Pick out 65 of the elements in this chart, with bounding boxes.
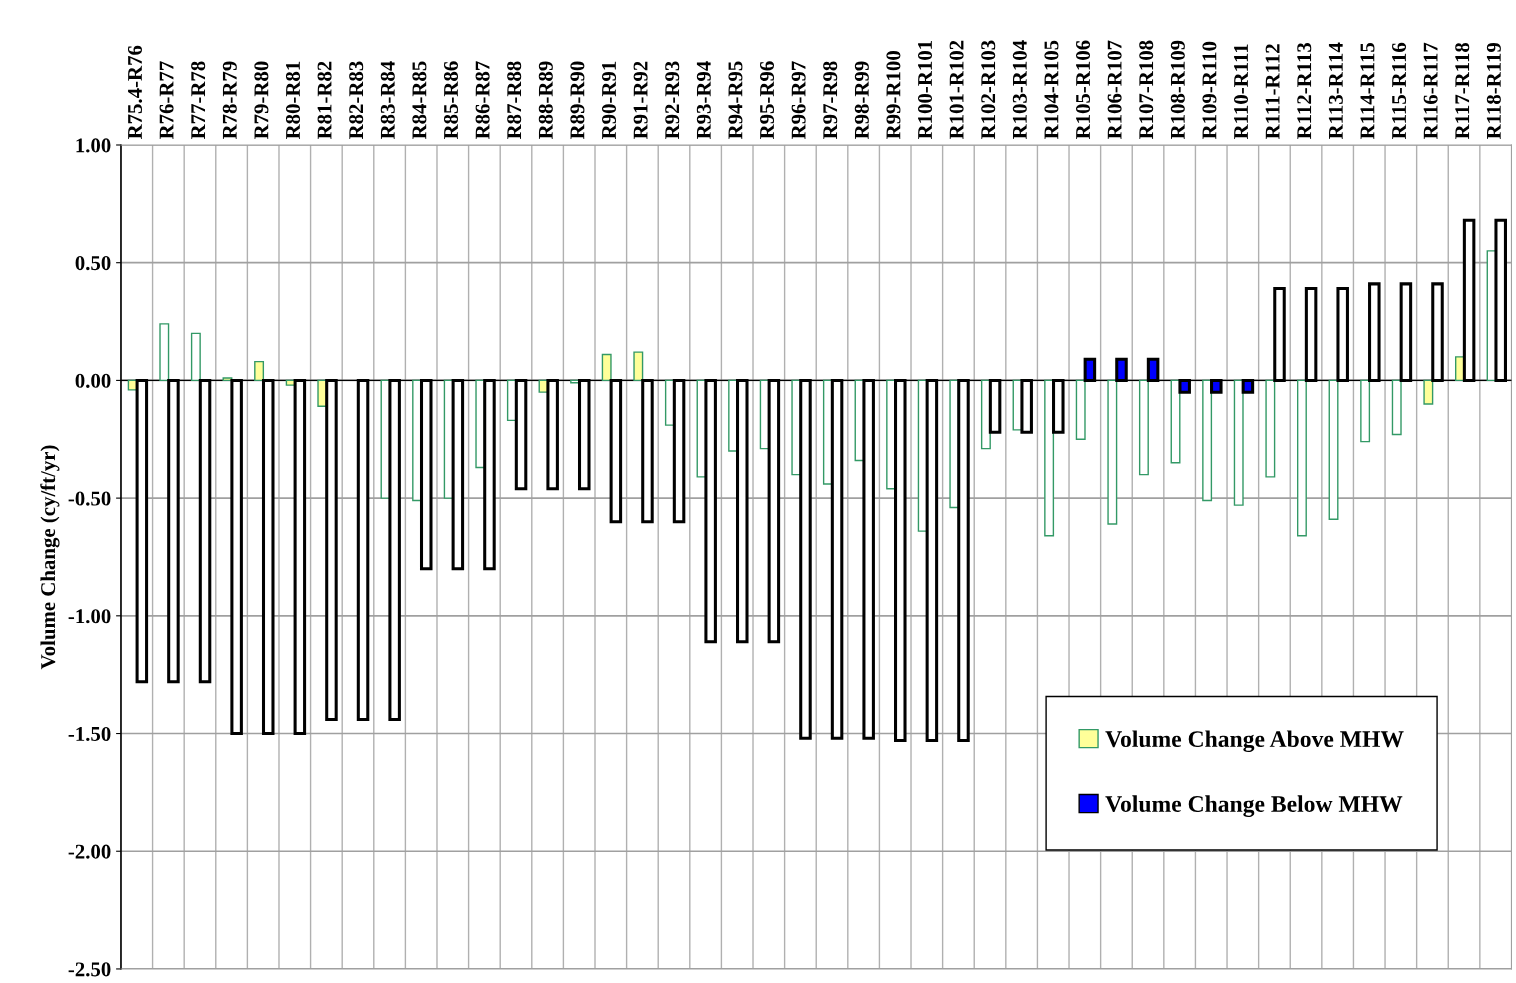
bar bbox=[1107, 379, 1118, 525]
x-tick-label: R95-R96 bbox=[760, 61, 775, 140]
y-tick-label: -2.00 bbox=[68, 844, 111, 859]
x-tick-label: R96-R97 bbox=[791, 61, 806, 140]
x-tick-label: R88-R89 bbox=[538, 61, 553, 140]
y-tick-label: -1.00 bbox=[68, 609, 111, 624]
x-tick-label: R103-R104 bbox=[1012, 40, 1027, 140]
x-tick-label: R104-R105 bbox=[1044, 40, 1059, 140]
bar bbox=[1075, 379, 1086, 440]
x-tick-label: R111-R112 bbox=[1265, 44, 1280, 140]
x-tick-label: R83-R84 bbox=[380, 61, 395, 140]
x-tick-label: R98-R99 bbox=[854, 61, 869, 140]
x-tick-label: R113-R114 bbox=[1328, 42, 1343, 140]
x-tick-label: R106-R107 bbox=[1107, 40, 1122, 140]
x-tick-label: R84-R85 bbox=[412, 61, 427, 140]
bar bbox=[222, 377, 233, 382]
legend-label: Volume Change Above MHW bbox=[1105, 730, 1404, 753]
x-tick-label: R80-R81 bbox=[285, 61, 300, 140]
x-tick-label: R81-R82 bbox=[317, 61, 332, 140]
x-tick-label: R97-R98 bbox=[823, 61, 838, 140]
x-tick-label: R110-R111 bbox=[1233, 44, 1249, 140]
x-tick-label: R78-R79 bbox=[222, 61, 237, 140]
x-tick-label: R116-R117 bbox=[1423, 42, 1438, 140]
bar bbox=[1423, 379, 1434, 405]
x-tick-label: R99-R100 bbox=[886, 51, 901, 140]
bar bbox=[633, 351, 644, 382]
x-tick-label: R107-R108 bbox=[1139, 40, 1154, 140]
y-tick-label: -2.50 bbox=[68, 962, 111, 977]
x-tick-label: R102-R103 bbox=[981, 40, 996, 140]
x-tick-label: R91-R92 bbox=[633, 61, 648, 140]
bar bbox=[1202, 379, 1213, 502]
x-tick-label: R75.4-R76 bbox=[127, 45, 143, 140]
x-tick-label: R79-R80 bbox=[254, 61, 269, 140]
bar bbox=[1138, 379, 1149, 476]
x-tick-label: R85-R86 bbox=[443, 61, 459, 140]
x-tick-label: R112-R113 bbox=[1297, 42, 1312, 140]
bar bbox=[1233, 379, 1244, 506]
legend-label: Volume Change Below MHW bbox=[1105, 795, 1403, 817]
x-tick-label: R90-R91 bbox=[601, 61, 617, 140]
x-tick-label: R118-R119 bbox=[1486, 42, 1501, 140]
x-tick-label: R89-R90 bbox=[570, 61, 585, 140]
y-tick-label: 1.00 bbox=[76, 138, 111, 153]
x-tick-label: R115-R116 bbox=[1392, 42, 1407, 140]
x-tick-label: R114-R115 bbox=[1360, 42, 1375, 140]
y-tick-label: 0.00 bbox=[75, 373, 111, 388]
x-tick-label: R93-R94 bbox=[696, 61, 711, 140]
x-tick-label: R108-R109 bbox=[1170, 40, 1185, 140]
x-tick-label: R94-R95 bbox=[728, 61, 743, 140]
y-tick-label: -0.50 bbox=[68, 491, 111, 506]
x-tick-label: R77-R78 bbox=[191, 61, 206, 140]
y-tick-label: 0.50 bbox=[75, 256, 111, 271]
y-axis-title: Volume Change (cy/ft/yr) bbox=[40, 445, 60, 670]
x-tick-label: R105-R106 bbox=[1075, 40, 1091, 140]
x-tick-label: R101-R102 bbox=[949, 40, 964, 140]
x-tick-label: R87-R88 bbox=[507, 61, 522, 140]
bar bbox=[601, 353, 612, 382]
x-tick-label: R117-R118 bbox=[1455, 42, 1470, 140]
bar bbox=[254, 360, 265, 382]
x-tick-label: R76-R77 bbox=[159, 61, 174, 140]
y-tick-label: -1.50 bbox=[68, 726, 111, 742]
x-tick-label: R109-R110 bbox=[1202, 41, 1217, 140]
x-tick-label: R86-R87 bbox=[475, 61, 490, 140]
x-tick-label: R82-R83 bbox=[349, 61, 364, 140]
x-tick-label: R100-R101 bbox=[917, 40, 933, 140]
x-tick-label: R92-R93 bbox=[665, 61, 680, 140]
